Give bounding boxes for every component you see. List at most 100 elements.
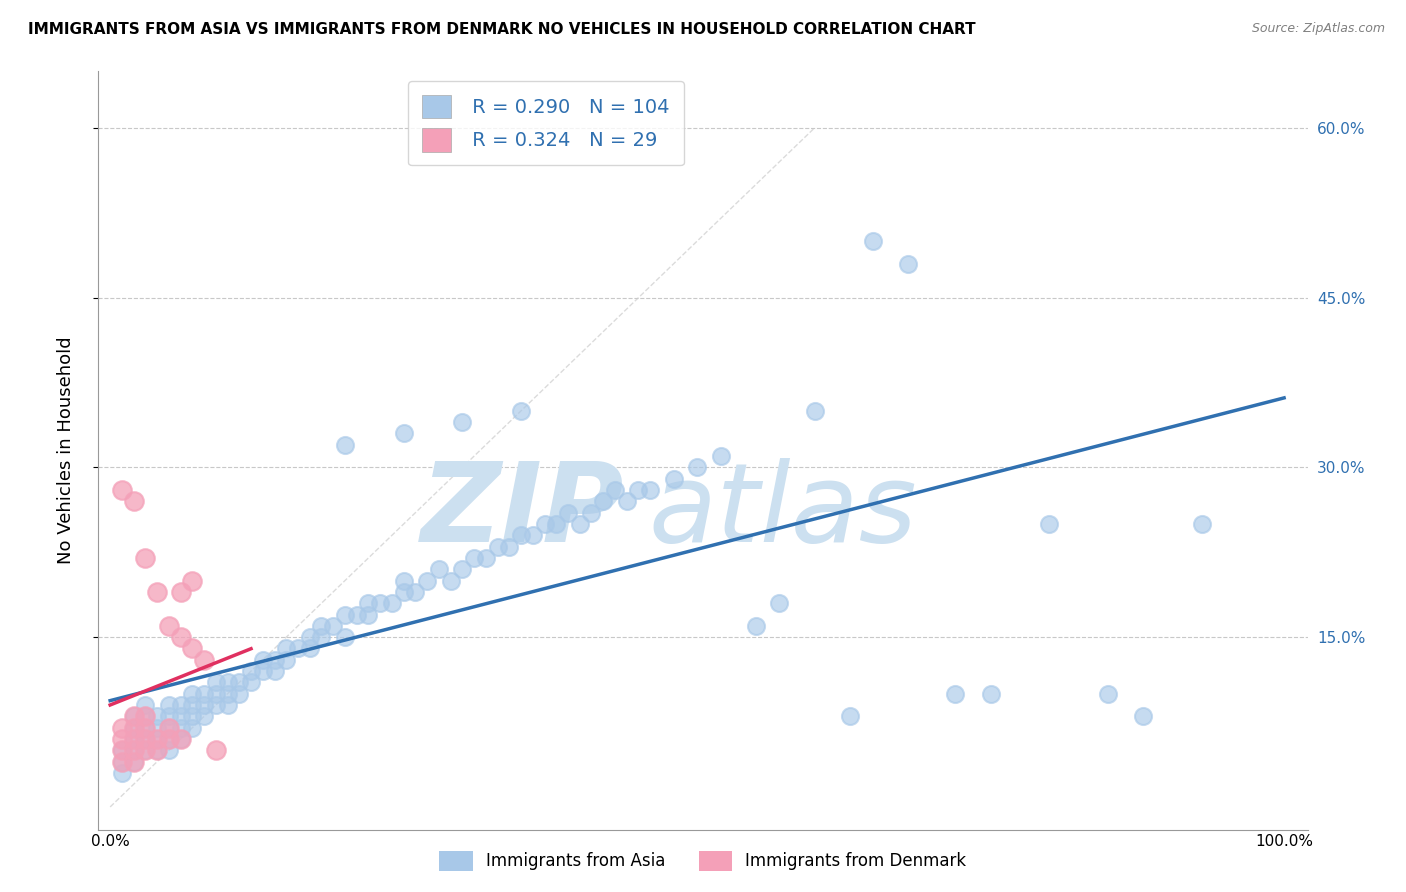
Point <box>181 698 204 712</box>
Point <box>204 698 226 712</box>
Point <box>146 743 169 757</box>
Point <box>146 743 169 757</box>
Point <box>157 709 180 723</box>
Point <box>252 653 274 667</box>
Point <box>204 675 226 690</box>
Point <box>146 585 169 599</box>
Point <box>486 540 509 554</box>
Point <box>357 596 380 610</box>
Point <box>193 698 215 712</box>
Point <box>463 551 485 566</box>
Point <box>392 426 415 441</box>
Point <box>263 653 285 667</box>
Point <box>134 721 156 735</box>
Point <box>522 528 544 542</box>
Text: Source: ZipAtlas.com: Source: ZipAtlas.com <box>1251 22 1385 36</box>
Text: ZIP: ZIP <box>420 458 624 565</box>
Point <box>146 709 169 723</box>
Point <box>616 494 638 508</box>
Point <box>204 743 226 757</box>
Point <box>169 709 191 723</box>
Point <box>181 687 204 701</box>
Point <box>134 732 156 747</box>
Point <box>862 234 884 248</box>
Point <box>122 494 145 508</box>
Point <box>298 641 321 656</box>
Point <box>333 630 356 644</box>
Point <box>1097 687 1119 701</box>
Point <box>838 709 860 723</box>
Point <box>1132 709 1154 723</box>
Point <box>122 755 145 769</box>
Point <box>217 698 239 712</box>
Point <box>228 687 250 701</box>
Point <box>346 607 368 622</box>
Point <box>568 516 591 531</box>
Point <box>404 585 426 599</box>
Point <box>122 732 145 747</box>
Point <box>157 732 180 747</box>
Point <box>134 709 156 723</box>
Point <box>603 483 626 497</box>
Point <box>240 675 263 690</box>
Point <box>111 743 134 757</box>
Point <box>146 721 169 735</box>
Point <box>111 743 134 757</box>
Point <box>122 732 145 747</box>
Point <box>581 506 603 520</box>
Point <box>686 460 709 475</box>
Point <box>169 630 191 644</box>
Point <box>710 449 733 463</box>
Point <box>287 641 309 656</box>
Point <box>111 755 134 769</box>
Point <box>1038 516 1060 531</box>
Point <box>122 755 145 769</box>
Point <box>169 585 191 599</box>
Point <box>134 732 156 747</box>
Point <box>111 732 134 747</box>
Point <box>157 619 180 633</box>
Point <box>368 596 391 610</box>
Point <box>392 574 415 588</box>
Point <box>181 709 204 723</box>
Point <box>392 585 415 599</box>
Point <box>498 540 520 554</box>
Point <box>252 664 274 678</box>
Point <box>134 743 156 757</box>
Point <box>122 709 145 723</box>
Point <box>276 653 298 667</box>
Point <box>146 732 169 747</box>
Point <box>181 641 204 656</box>
Point <box>557 506 579 520</box>
Point <box>416 574 439 588</box>
Point <box>322 619 344 633</box>
Point <box>193 687 215 701</box>
Point <box>333 607 356 622</box>
Point <box>157 743 180 757</box>
Point <box>276 641 298 656</box>
Point <box>217 675 239 690</box>
Point <box>111 766 134 780</box>
Point <box>357 607 380 622</box>
Point <box>169 698 191 712</box>
Point <box>134 743 156 757</box>
Text: IMMIGRANTS FROM ASIA VS IMMIGRANTS FROM DENMARK NO VEHICLES IN HOUSEHOLD CORRELA: IMMIGRANTS FROM ASIA VS IMMIGRANTS FROM … <box>28 22 976 37</box>
Point <box>122 743 145 757</box>
Point <box>157 698 180 712</box>
Point <box>134 698 156 712</box>
Point <box>111 755 134 769</box>
Point <box>638 483 661 497</box>
Point <box>897 257 920 271</box>
Point <box>451 562 474 576</box>
Point <box>298 630 321 644</box>
Point <box>122 721 145 735</box>
Y-axis label: No Vehicles in Household: No Vehicles in Household <box>56 336 75 565</box>
Point <box>510 404 533 418</box>
Point <box>217 687 239 701</box>
Point <box>193 653 215 667</box>
Point <box>980 687 1002 701</box>
Point <box>111 483 134 497</box>
Point <box>1191 516 1213 531</box>
Point <box>122 721 145 735</box>
Point <box>768 596 790 610</box>
